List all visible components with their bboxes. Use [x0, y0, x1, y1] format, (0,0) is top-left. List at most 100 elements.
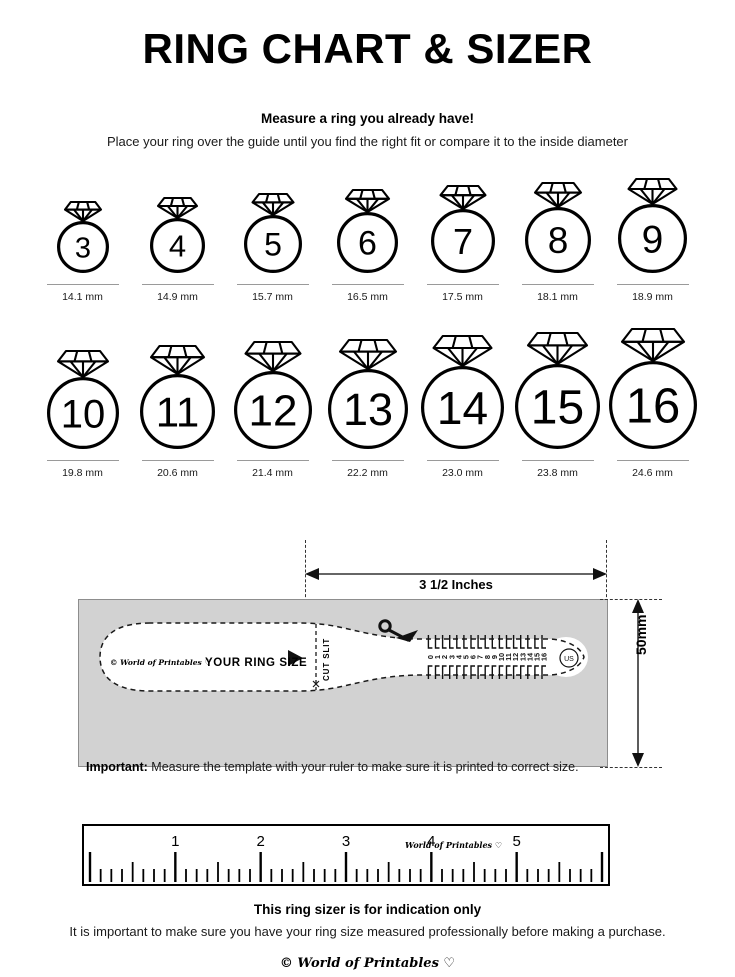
ring-size-cell: 9 18.9 mm — [605, 177, 700, 303]
ring-scale-number: 9 — [490, 655, 499, 659]
ring-diameter-label: 18.9 mm — [632, 291, 673, 304]
subtitle-plain: Place your ring over the guide until you… — [106, 134, 628, 150]
ring-icon: 6 — [330, 188, 405, 277]
ring-scale-number: 15 — [532, 653, 541, 661]
ring-size-cell: 4 14.9 mm — [130, 196, 225, 303]
ruler-number: 1 — [171, 833, 179, 850]
dimension-guide-left — [305, 540, 306, 603]
ring-icon: 16 — [602, 327, 704, 453]
ring-scale-number: 0 — [426, 655, 435, 659]
ring-size-divider — [426, 284, 499, 286]
ring-scale-number: 5 — [461, 655, 470, 659]
ring-size-cell: 11 20.6 mm — [130, 344, 225, 479]
ring-diameter-label: 23.8 mm — [537, 467, 578, 480]
ring-size-cell: 6 16.5 mm — [320, 188, 415, 303]
height-guide-bottom — [600, 767, 662, 769]
ring-icon: 3 — [50, 200, 116, 277]
width-dimension-arrow — [305, 568, 607, 581]
ring-scale-number: 4 — [454, 654, 463, 659]
footer-block: This ring sizer is for indication only I… — [0, 900, 735, 971]
height-guide-top — [600, 599, 662, 601]
ring-diameter-label: 17.5 mm — [442, 291, 483, 304]
ring-size-cell: 15 23.8 mm — [510, 331, 605, 479]
ring-diameter-label: 15.7 mm — [252, 291, 293, 304]
ring-scale-number: 2 — [440, 655, 449, 659]
ring-size-number: 12 — [248, 387, 297, 436]
ring-size-number: 11 — [156, 389, 200, 436]
printed-ruler: 1 2 3 4 5 — [82, 824, 610, 886]
ring-diameter-label: 21.4 mm — [252, 467, 293, 480]
ring-size-cell: 8 18.1 mm — [510, 181, 605, 303]
ruler-number: 2 — [256, 833, 264, 850]
ring-icon: 9 — [611, 177, 694, 277]
ruler-number: 3 — [342, 833, 350, 850]
ring-size-row-1: 3 14.1 mm 4 14.9 mm 5 15.7 mm 6 16.5 mm 7 17.5 mm… — [0, 177, 735, 303]
ring-icon: 4 — [143, 196, 212, 277]
ring-size-cell: 3 14.1 mm — [35, 200, 130, 303]
cut-slit-label: CUT SLIT — [322, 637, 331, 681]
ring-diameter-label: 19.8 mm — [62, 467, 103, 480]
ring-diameter-label: 24.6 mm — [632, 467, 673, 480]
scale-unit-badge: US — [559, 648, 579, 668]
ring-diameter-label: 20.6 mm — [157, 467, 198, 480]
ring-diameter-label: 14.9 mm — [157, 291, 198, 304]
ring-scale-number: 3 — [447, 655, 456, 659]
ring-scale-number: 13 — [518, 653, 527, 661]
ring-size-number: 16 — [625, 380, 680, 434]
ring-size-cell: 12 21.4 mm — [225, 340, 320, 479]
ring-size-divider — [331, 460, 404, 462]
ring-size-number: 4 — [169, 229, 186, 264]
ring-scale-number: 11 — [504, 653, 513, 661]
ring-size-divider — [46, 460, 119, 462]
ring-icon: 14 — [414, 334, 511, 453]
ring-scale-number: 10 — [497, 653, 506, 661]
ring-icon: 8 — [518, 181, 598, 277]
ring-icon: 11 — [133, 344, 222, 453]
ring-size-cell: 10 19.8 mm — [35, 349, 130, 479]
ring-size-number: 7 — [452, 221, 472, 262]
ring-size-number: 13 — [342, 384, 392, 435]
height-dimension-arrow — [632, 599, 644, 768]
ruler-ticks-and-numbers: 1 2 3 4 5 — [88, 833, 604, 882]
ring-size-number: 9 — [642, 219, 664, 262]
ring-size-number: 10 — [60, 393, 105, 437]
footer-subtext: It is important to make sure you have yo… — [69, 924, 666, 940]
ring-icon: 12 — [227, 340, 319, 453]
ring-diameter-label: 22.2 mm — [347, 467, 388, 480]
ring-size-divider — [141, 460, 214, 462]
ring-diameter-label: 18.1 mm — [537, 291, 578, 304]
ring-size-divider — [236, 460, 309, 462]
ring-icon: 7 — [424, 184, 502, 277]
header-subtitle-block: Measure a ring you already have! Place y… — [0, 109, 735, 153]
ring-icon: 15 — [508, 331, 607, 453]
ring-diameter-label: 14.1 mm — [62, 291, 103, 304]
ring-size-number: 14 — [437, 382, 488, 434]
important-note: Important: Measure the template with you… — [86, 760, 579, 774]
ring-icon: 5 — [237, 192, 309, 277]
ring-scale-number: 7 — [476, 655, 485, 659]
ring-size-divider — [426, 460, 499, 462]
ring-size-divider — [141, 284, 214, 286]
important-note-bold: Important: — [86, 760, 148, 774]
svg-text:US: US — [564, 656, 574, 663]
ring-icon: 13 — [321, 338, 415, 453]
ring-size-divider — [616, 460, 689, 462]
ring-scale-number: 14 — [525, 652, 534, 661]
ring-size-number: 5 — [264, 227, 282, 263]
your-ring-size-label: YOUR RING SIZE — [205, 657, 308, 669]
ring-scale-number: 6 — [469, 655, 478, 659]
dimension-guide-right — [606, 540, 607, 603]
ring-size-number: 15 — [531, 382, 584, 435]
ring-size-divider — [236, 284, 309, 286]
ring-icon: 10 — [40, 349, 126, 453]
template-watermark-logo: © World of Printables ♡ — [110, 658, 212, 667]
ring-scale-ticks — [427, 635, 546, 679]
ring-size-cell: 7 17.5 mm — [415, 184, 510, 303]
ring-size-row-2: 10 19.8 mm 11 20.6 mm 12 21.4 mm 13 22.2 mm 14 23… — [0, 327, 735, 479]
ring-size-divider — [521, 460, 594, 462]
ruler-number: 5 — [512, 833, 520, 850]
ring-size-divider — [46, 284, 119, 286]
scissors-icon — [378, 619, 418, 642]
